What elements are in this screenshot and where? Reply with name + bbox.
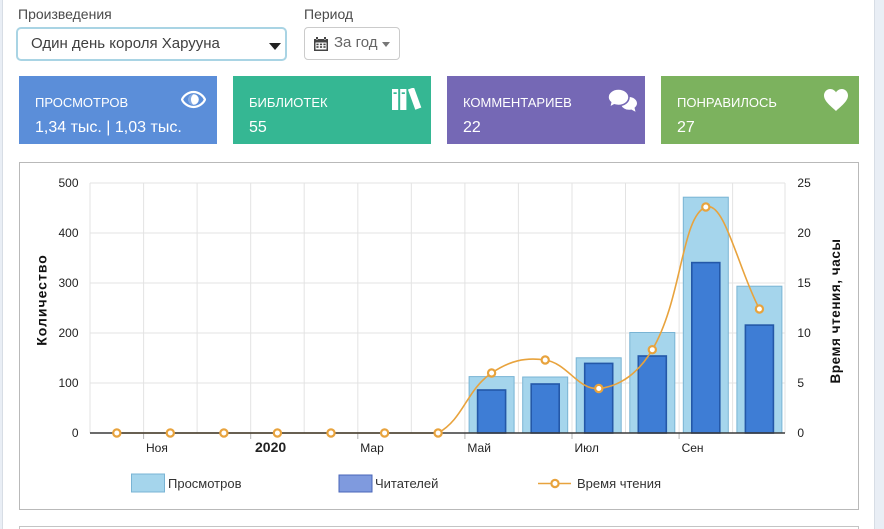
svg-text:Мар: Мар <box>360 441 384 455</box>
svg-text:25: 25 <box>797 176 811 190</box>
svg-text:2020: 2020 <box>255 439 286 455</box>
svg-text:100: 100 <box>58 376 78 390</box>
svg-text:Читателей: Читателей <box>375 476 438 491</box>
svg-text:20: 20 <box>797 226 811 240</box>
svg-text:200: 200 <box>58 326 78 340</box>
svg-text:Май: Май <box>467 441 491 455</box>
svg-text:Время чтения, часы: Время чтения, часы <box>828 238 843 383</box>
svg-text:400: 400 <box>58 226 78 240</box>
svg-text:10: 10 <box>797 326 811 340</box>
svg-text:Время чтения: Время чтения <box>577 476 661 491</box>
svg-text:300: 300 <box>58 276 78 290</box>
svg-text:Просмотров: Просмотров <box>168 476 242 491</box>
svg-text:Сен: Сен <box>682 441 704 455</box>
svg-text:15: 15 <box>797 276 811 290</box>
svg-text:0: 0 <box>797 426 804 440</box>
svg-text:5: 5 <box>797 376 804 390</box>
svg-text:Ноя: Ноя <box>146 441 168 455</box>
svg-text:Июл: Июл <box>575 441 599 455</box>
svg-text:0: 0 <box>72 426 79 440</box>
svg-text:Количество: Количество <box>34 254 50 346</box>
svg-text:500: 500 <box>58 176 78 190</box>
